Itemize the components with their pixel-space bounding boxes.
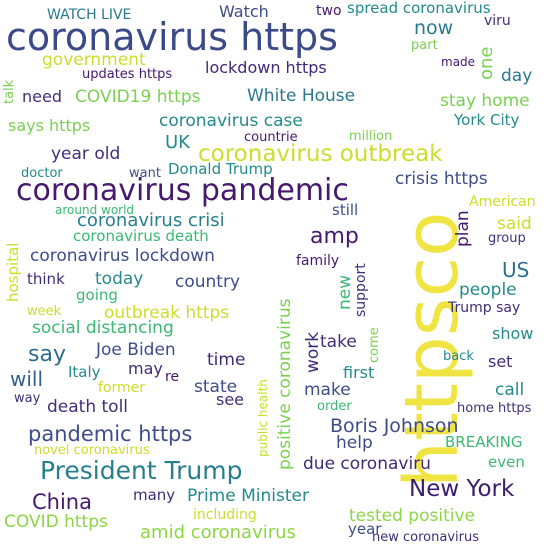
word-novel-coronavirus: novel coronavirus <box>34 443 150 458</box>
word-pandemic-https: pandemic https <box>28 422 193 446</box>
word-us: US <box>502 258 530 282</box>
word-public-health: public health <box>256 379 270 457</box>
word-trump-say: Trump say <box>448 300 521 316</box>
word-coronavirus-death: coronavirus death <box>73 227 209 245</box>
word-way: way <box>14 391 41 406</box>
word-back: back <box>443 349 474 364</box>
word-new-york: New York <box>409 476 515 502</box>
word-re: re <box>165 369 180 385</box>
word-watch-live: WATCH LIVE <box>47 7 132 23</box>
word-coronavirus-https: coronavirus https <box>6 15 338 59</box>
word-tested-positive: tested positive <box>349 506 475 526</box>
word-home-https: home https <box>457 401 532 416</box>
word-amid-coronavirus: amid coronavirus <box>140 522 296 543</box>
word-doctor: doctor <box>21 166 63 181</box>
word-china: China <box>32 490 92 514</box>
word-updates-https: updates https <box>82 67 173 82</box>
word-says-https: says https <box>8 116 91 135</box>
word-uk: UK <box>165 132 190 153</box>
word-one: one <box>476 46 497 81</box>
word-said: said <box>497 214 532 234</box>
word-american: American <box>469 194 536 210</box>
word-viru: viru <box>484 13 511 29</box>
word-former: former <box>98 380 146 396</box>
word-hospital: hospital <box>4 242 22 302</box>
word-italy: Italy <box>68 363 101 381</box>
word-government: government <box>42 50 146 70</box>
word-plan: plan <box>453 210 473 247</box>
word-need: need <box>22 87 62 106</box>
word-coronavirus-outbreak: coronavirus outbreak <box>198 141 443 167</box>
word-year-old: year old <box>51 144 121 164</box>
word-million: million <box>349 129 393 144</box>
word-president-trump: President Trump <box>40 456 243 485</box>
word-help: help <box>336 433 373 453</box>
word-going: going <box>76 286 118 304</box>
word-coronavirus-pandemic: coronavirus pandemic <box>16 173 349 208</box>
word-watch: Watch <box>219 2 269 21</box>
word-prime-minister: Prime Minister <box>187 486 309 506</box>
word-family: family <box>296 253 340 269</box>
word-support: support <box>353 263 369 317</box>
word-covid-https: COVID https <box>4 512 108 532</box>
word-want: want <box>129 166 161 181</box>
word-country: country <box>175 272 241 292</box>
word-new-coronavirus: new coronavirus <box>372 530 479 545</box>
word-countrie: countrie <box>244 130 298 145</box>
word-say: say <box>28 342 66 367</box>
word-social-distancing: social distancing <box>32 318 174 338</box>
word-coronavirus-case: coronavirus case <box>159 111 303 131</box>
word-show: show <box>492 324 534 343</box>
word-state: state <box>194 377 238 397</box>
word-talk: talk <box>2 79 17 104</box>
word-breaking: BREAKING <box>445 433 523 451</box>
word-see: see <box>216 390 245 409</box>
word-part: part <box>411 38 438 53</box>
word-call: call <box>495 380 525 400</box>
word-death-toll: death toll <box>47 397 129 417</box>
word-amp: amp <box>310 224 359 249</box>
word-even: even <box>488 453 525 471</box>
word-due-coronaviru: due coronaviru <box>303 454 431 474</box>
word-many: many <box>133 486 176 504</box>
word-positive-coronavirus: positive coronavirus <box>275 298 295 470</box>
word-now: now <box>414 17 454 39</box>
word-year: year <box>348 520 382 538</box>
word-today: today <box>95 269 144 289</box>
word-come: come <box>367 327 382 363</box>
word-white-house: White House <box>247 86 356 106</box>
word-made: made <box>441 55 476 69</box>
word-group: group <box>488 231 526 246</box>
word-will: will <box>10 367 44 391</box>
word-first: first <box>343 363 375 382</box>
word-take: take <box>320 332 357 352</box>
word-around-world: around world <box>55 203 135 217</box>
word-coronavirus-crisi: coronavirus crisi <box>77 210 225 231</box>
word-covid19-https: COVID19 https <box>75 87 201 107</box>
word-outbreak-https: outbreak https <box>104 303 230 323</box>
word-new: new <box>335 274 355 310</box>
word-set: set <box>488 352 513 371</box>
word-people: people <box>459 280 517 300</box>
word-make: make <box>304 380 351 400</box>
word-donald-trump: Donald Trump <box>168 160 273 178</box>
word-two: two <box>316 3 342 19</box>
word-day: day <box>501 66 533 86</box>
word-including: including <box>193 507 257 523</box>
word-lockdown-https: lockdown https <box>205 58 327 77</box>
word-crisis-https: crisis https <box>395 169 488 189</box>
word-york-city: York City <box>454 111 520 129</box>
word-stay-home: stay home <box>440 91 530 111</box>
word-week: week <box>27 304 62 319</box>
word-coronavirus-lockdown: coronavirus lockdown <box>30 246 215 266</box>
word-still: still <box>332 201 359 219</box>
word-order: order <box>317 399 352 414</box>
word-time: time <box>207 350 246 370</box>
word-may: may <box>128 359 163 378</box>
word-think: think <box>27 270 65 288</box>
word-joe-biden: Joe Biden <box>96 340 176 360</box>
word-boris-johnson: Boris Johnson <box>330 415 459 437</box>
word-spread-coronavirus: spread coronavirus <box>347 0 491 17</box>
